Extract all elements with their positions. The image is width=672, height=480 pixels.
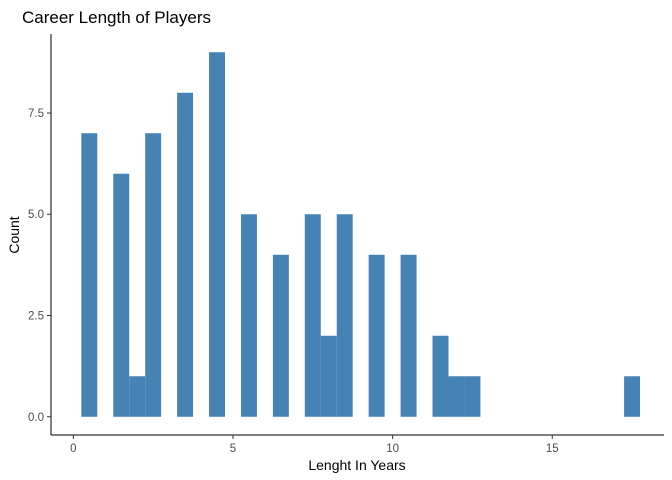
histogram-bar bbox=[177, 93, 193, 417]
x-axis-label: Lenght In Years bbox=[308, 457, 405, 473]
y-tick-label: 0.0 bbox=[28, 412, 44, 424]
histogram-bar bbox=[321, 336, 337, 417]
histogram-bar bbox=[113, 174, 129, 417]
chart-title: Career Length of Players bbox=[22, 8, 211, 27]
x-axis-ticks: 0 5 10 15 bbox=[70, 435, 559, 455]
y-tick-label: 7.5 bbox=[28, 108, 44, 120]
bars-group bbox=[81, 52, 640, 417]
histogram-bar bbox=[209, 52, 225, 417]
histogram-bar bbox=[145, 133, 161, 417]
histogram-bar bbox=[337, 214, 353, 417]
histogram-bar bbox=[273, 255, 289, 417]
x-tick-label: 10 bbox=[386, 443, 399, 455]
histogram-bar bbox=[241, 214, 257, 417]
y-axis-ticks: 0.0 2.5 5.0 7.5 bbox=[28, 108, 51, 424]
histogram-bar bbox=[433, 336, 449, 417]
y-tick-label: 5.0 bbox=[28, 209, 44, 221]
y-tick-label: 2.5 bbox=[28, 311, 44, 323]
histogram-bar bbox=[401, 255, 417, 417]
x-tick-label: 5 bbox=[230, 443, 236, 455]
histogram-bar bbox=[624, 376, 640, 417]
histogram-bar bbox=[464, 376, 480, 417]
histogram-bar bbox=[129, 376, 145, 417]
histogram-bar bbox=[305, 214, 321, 417]
y-axis-label: Count bbox=[6, 216, 22, 253]
histogram-bar bbox=[81, 133, 97, 417]
histogram-bar bbox=[448, 376, 464, 417]
histogram-bar bbox=[369, 255, 385, 417]
x-tick-label: 0 bbox=[70, 443, 76, 455]
x-tick-label: 15 bbox=[546, 443, 559, 455]
